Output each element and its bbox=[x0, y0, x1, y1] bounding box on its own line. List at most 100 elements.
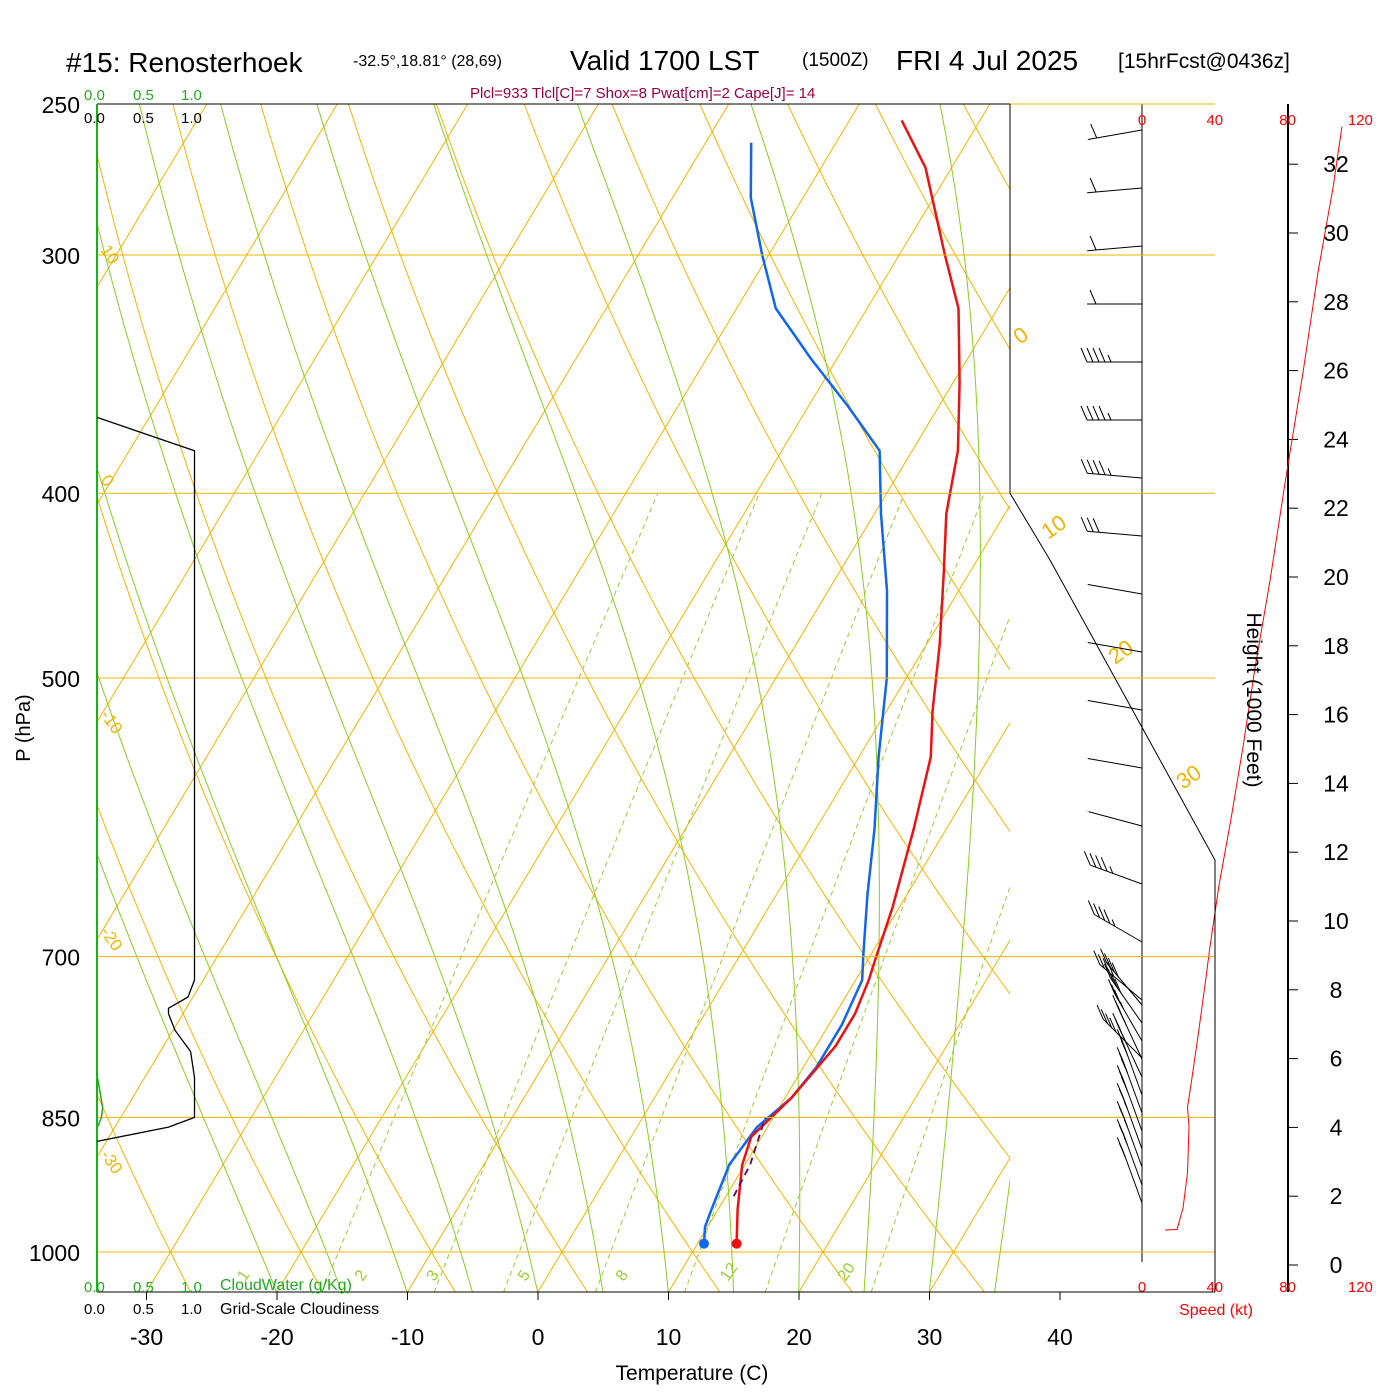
cloudiness-tick-bottom: 0.0 bbox=[84, 1301, 105, 1318]
barb-staff bbox=[1087, 641, 1143, 653]
mixing-ratio-label: 2 bbox=[352, 1267, 371, 1284]
barb-staff bbox=[1087, 583, 1143, 595]
pressure-tick-label: 500 bbox=[42, 666, 80, 692]
x-axis-title: Temperature (C) bbox=[616, 1362, 769, 1385]
barb-feather bbox=[1098, 347, 1106, 363]
wind-barb bbox=[1085, 699, 1143, 711]
wind-barb bbox=[1087, 235, 1143, 252]
barb-flag bbox=[1085, 642, 1096, 644]
barb-feather bbox=[1100, 1009, 1108, 1024]
dry-adiabat bbox=[260, 104, 853, 1292]
pressure-tick-label: 250 bbox=[42, 92, 80, 118]
dry-adiabat bbox=[97, 152, 589, 1292]
wind-barb bbox=[1103, 963, 1143, 1024]
cloudiness-tick-bottom: 0.5 bbox=[133, 1301, 154, 1318]
barb-half-feather bbox=[1123, 1119, 1128, 1127]
height-tick-label: 18 bbox=[1323, 633, 1349, 659]
height-tick-label: 28 bbox=[1323, 289, 1349, 315]
isotherm-line bbox=[276, 104, 991, 1292]
wind-barb bbox=[1085, 583, 1143, 595]
barb-half-feather bbox=[1109, 866, 1114, 874]
dry-adiabat bbox=[1380, 70, 1400, 1292]
wind-barb bbox=[1108, 979, 1143, 1042]
dry-adiabat bbox=[97, 1092, 192, 1292]
height-tick-label: 8 bbox=[1330, 977, 1343, 1003]
dry-adiabat bbox=[97, 803, 324, 1292]
wind-barb bbox=[1087, 900, 1143, 943]
mixing-ratio-line bbox=[870, 885, 1010, 1292]
barb-feather bbox=[1096, 1004, 1104, 1020]
barb-half-feather bbox=[1123, 1137, 1128, 1145]
barb-half-feather bbox=[1120, 1001, 1124, 1010]
valid-date: FRI 4 Jul 2025 bbox=[896, 45, 1078, 76]
wind-barb bbox=[1116, 1101, 1143, 1168]
mixing-ratio-label: 12 bbox=[717, 1260, 741, 1284]
dry-adiabat-label: 0 bbox=[1009, 322, 1033, 350]
valid-time: Valid 1700 LST bbox=[570, 45, 759, 76]
barb-feather bbox=[1080, 517, 1088, 532]
pressure-tick-label: 700 bbox=[42, 945, 80, 971]
barb-feather bbox=[1089, 853, 1097, 868]
barb-staff bbox=[1094, 914, 1143, 943]
wind-barb bbox=[1116, 1047, 1143, 1114]
barb-feather bbox=[1098, 906, 1106, 921]
dry-adiabat bbox=[1293, 70, 1400, 1292]
speed-tick-bottom: 120 bbox=[1348, 1279, 1373, 1296]
pressure-tick-label: 1000 bbox=[29, 1240, 80, 1266]
moist-adiabat bbox=[97, 465, 408, 1292]
dry-adiabat bbox=[97, 495, 456, 1292]
wind-barb bbox=[1085, 811, 1143, 827]
barb-feather bbox=[1089, 177, 1097, 193]
temperature-tick-label: 10 bbox=[656, 1324, 682, 1350]
wind-barb bbox=[1112, 994, 1143, 1060]
height-tick-label: 12 bbox=[1323, 839, 1349, 865]
barb-feather bbox=[1080, 405, 1088, 421]
isotherm-line bbox=[1060, 104, 1400, 1292]
isotherm-line bbox=[407, 286, 1010, 1292]
height-tick-label: 20 bbox=[1323, 564, 1349, 590]
mixing-ratio-line bbox=[503, 493, 823, 1292]
wind-barb bbox=[1085, 757, 1143, 769]
barb-flag bbox=[1085, 584, 1096, 586]
station-title: #15: Renosterhoek bbox=[66, 47, 304, 78]
barb-feather bbox=[1114, 978, 1122, 993]
right-panel: 0246810121416182022242628303200404080801… bbox=[1138, 104, 1373, 1296]
barb-feather bbox=[1107, 968, 1115, 984]
temperature-tick-label: -30 bbox=[130, 1324, 163, 1350]
cloudwater-tick-top: 0.5 bbox=[133, 87, 154, 104]
pressure-tick-label: 850 bbox=[42, 1105, 80, 1131]
wind-barb bbox=[1087, 177, 1143, 194]
dry-adiabat-label: 30 bbox=[1172, 760, 1206, 795]
temperature-tick-label: 40 bbox=[1047, 1324, 1073, 1350]
height-tick-label: 24 bbox=[1323, 426, 1349, 452]
dewpoint-line bbox=[702, 142, 889, 1244]
barb-feather bbox=[1117, 1005, 1125, 1021]
barb-half-feather bbox=[1122, 1018, 1127, 1026]
moist-adiabat bbox=[928, 104, 981, 1292]
dry-adiabat bbox=[523, 104, 1010, 995]
dry-adiabat bbox=[962, 104, 1010, 191]
cloudiness-tick-bottom: 1.0 bbox=[181, 1301, 202, 1318]
speed-tick-top: 80 bbox=[1279, 112, 1296, 129]
temperature-tick-label: 30 bbox=[917, 1324, 943, 1350]
cloudiness-tick-top: 0.5 bbox=[133, 110, 154, 127]
dry-adiabat-label: 10 bbox=[97, 241, 123, 267]
wind-barbs bbox=[1080, 123, 1143, 1204]
dry-adiabat bbox=[699, 104, 1010, 671]
isotherm-line bbox=[798, 939, 1010, 1292]
isotherm-line bbox=[668, 721, 1010, 1292]
dry-adiabat bbox=[787, 104, 1010, 511]
height-tick-label: 30 bbox=[1323, 220, 1349, 246]
height-tick-label: 0 bbox=[1330, 1252, 1343, 1278]
barb-feather bbox=[1120, 1040, 1128, 1055]
speed-tick-top: 0 bbox=[1138, 112, 1146, 129]
barb-flag bbox=[1085, 758, 1096, 760]
mixing-ratio-label: 8 bbox=[613, 1267, 632, 1284]
mixing-ratio-label: 20 bbox=[835, 1260, 859, 1284]
barb-half-feather bbox=[1107, 468, 1112, 476]
wind-barb bbox=[1116, 1119, 1143, 1186]
barb-feather bbox=[1103, 909, 1111, 924]
barb-staff bbox=[1122, 1151, 1143, 1204]
barb-feather bbox=[1092, 347, 1100, 363]
barb-feather bbox=[1118, 1124, 1126, 1140]
